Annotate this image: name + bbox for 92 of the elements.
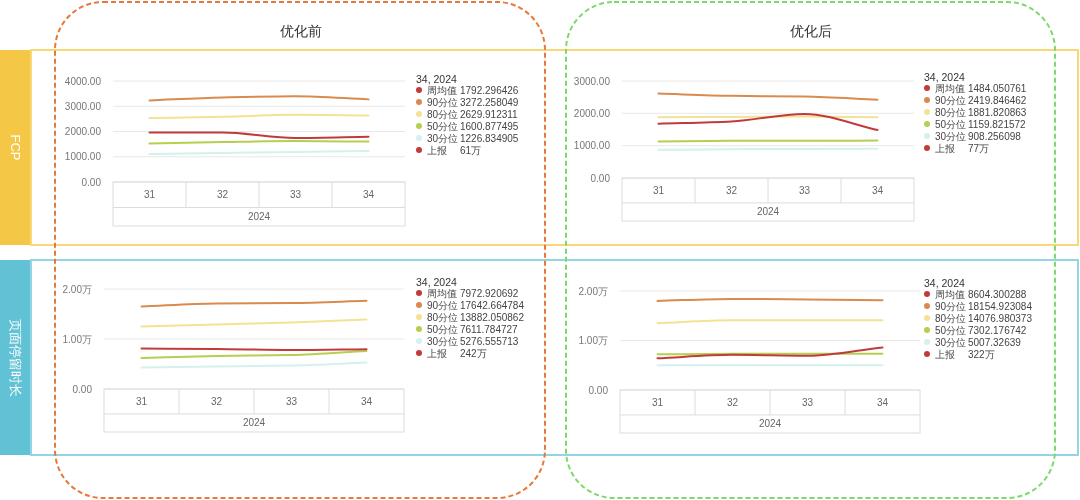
line-series: [140, 349, 368, 359]
text: 1484.050761: [968, 82, 1027, 94]
chart-title: 优化前: [280, 23, 322, 39]
x-tick-label: 33: [285, 395, 298, 407]
legend-title: 34, 2024: [416, 73, 458, 85]
legend-label: 90分位: [935, 300, 967, 312]
text: 5276.555713: [460, 335, 519, 347]
text: 上报 322万: [935, 348, 995, 360]
x-tick-label: 31: [652, 184, 665, 196]
x-tick-label: 31: [135, 395, 148, 407]
x-tick-label: 33: [289, 189, 302, 201]
text: 上报 242万: [427, 347, 487, 359]
legend-label: 30分位: [427, 335, 459, 347]
legend-title: 34, 2024: [416, 276, 458, 288]
legend-label: 50分位: [427, 323, 459, 335]
x-axis-title: 2024: [247, 211, 271, 223]
text: 3272.258049: [460, 96, 519, 108]
legend-label: 80分位: [935, 106, 967, 118]
y-tick-label: 0.00: [588, 384, 609, 396]
text: 908.256098: [968, 130, 1022, 142]
x-tick-label: 33: [801, 396, 814, 408]
legend-label: 80分位: [935, 312, 967, 324]
line-series: [657, 92, 879, 101]
y-axis-title: 页面停留时长: [7, 318, 23, 397]
legend-label: 90分位: [427, 96, 459, 108]
text: 13882.050862: [460, 311, 525, 323]
line-series: [657, 112, 879, 132]
chart-title: 优化后: [790, 23, 832, 39]
text: 17642.664784: [460, 299, 525, 311]
y-tick-label: 0.00: [81, 176, 102, 188]
y-tick-label: 4000.00: [64, 75, 102, 87]
legend-label: 90分位: [427, 299, 459, 311]
x-axis-title: 2024: [756, 206, 780, 218]
y-tick-label: 2.00万: [62, 283, 92, 295]
text: 上报 77万: [935, 142, 990, 154]
legend-label: 80分位: [427, 108, 459, 120]
x-tick-label: 31: [143, 189, 156, 201]
text: 1159.821572: [968, 118, 1027, 130]
x-tick-label: 32: [216, 189, 229, 201]
text: 5007.32639: [968, 336, 1022, 348]
y-tick-label: 1000.00: [573, 140, 611, 152]
legend-label: 90分位: [935, 94, 967, 106]
legend-label: 周均值: [935, 82, 965, 94]
x-tick-label: 34: [360, 395, 373, 407]
y-tick-label: 0.00: [590, 172, 611, 184]
legend-label: 周均值: [427, 287, 457, 299]
text: 1226.834905: [460, 132, 519, 144]
y-tick-label: 2000.00: [573, 107, 611, 119]
text: 1792.296426: [460, 84, 519, 96]
x-tick-label: 31: [651, 396, 664, 408]
legend-label: 30分位: [935, 336, 967, 348]
x-tick-label: 34: [871, 184, 884, 196]
x-tick-label: 32: [725, 184, 738, 196]
text: 8604.300288: [968, 288, 1027, 300]
legend-label: 30分位: [427, 132, 459, 144]
text: 14076.980373: [968, 312, 1033, 324]
legend-label: 50分位: [427, 120, 459, 132]
x-tick-label: 32: [726, 396, 739, 408]
y-tick-label: 3000.00: [573, 75, 611, 87]
legend-title: 34, 2024: [924, 71, 966, 83]
y-tick-label: 1.00万: [578, 335, 608, 346]
y-tick-label: 3000.00: [64, 100, 102, 112]
x-tick-label: 34: [362, 189, 375, 201]
y-tick-label: 2.00万: [578, 285, 608, 297]
y-tick-label: 2000.00: [64, 126, 102, 137]
y-tick-label: 1.00万: [62, 333, 92, 345]
text: 2629.912311: [460, 108, 519, 120]
text: 7302.176742: [968, 324, 1027, 336]
x-axis-title: 2024: [242, 417, 266, 429]
legend-label: 50分位: [935, 324, 967, 336]
text: 上报 61万: [427, 144, 482, 156]
y-axis-title: FCP: [7, 134, 23, 161]
y-tick-label: 1000.00: [64, 151, 102, 163]
line-series: [656, 346, 884, 360]
text: 1881.820863: [968, 106, 1027, 118]
text: 18154.923084: [968, 300, 1033, 312]
legend-label: 50分位: [935, 118, 967, 130]
legend-title: 34, 2024: [924, 277, 966, 289]
text: 2419.846462: [968, 94, 1027, 106]
text: 7972.920692: [460, 287, 519, 299]
text: 1600.877495: [460, 120, 519, 132]
x-tick-label: 33: [798, 184, 811, 196]
line-series: [140, 318, 368, 328]
legend-label: 周均值: [935, 288, 965, 300]
text: 7611.784727: [460, 323, 519, 335]
y-tick-label: 0.00: [72, 383, 93, 395]
x-tick-label: 32: [210, 395, 223, 407]
x-axis-title: 2024: [758, 418, 782, 430]
x-tick-label: 34: [876, 396, 889, 408]
legend-label: 周均值: [427, 84, 457, 96]
legend-label: 30分位: [935, 130, 967, 142]
legend-label: 80分位: [427, 311, 459, 323]
